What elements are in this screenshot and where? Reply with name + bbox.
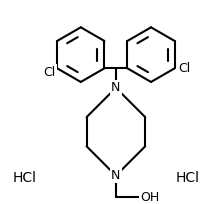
Text: OH: OH [140,191,160,204]
Text: N: N [111,169,121,182]
Text: N: N [111,81,121,94]
Text: HCl: HCl [176,171,200,185]
Text: Cl: Cl [178,62,191,75]
Text: Cl: Cl [43,66,55,79]
Text: HCl: HCl [12,171,36,185]
